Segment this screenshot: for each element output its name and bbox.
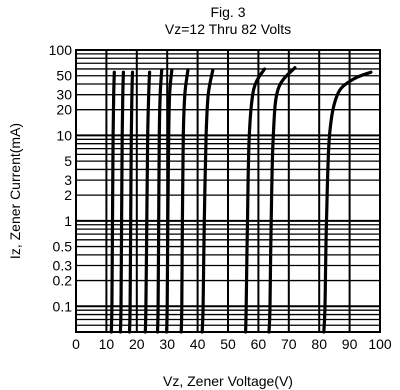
y-tick-label: 1 [64, 213, 72, 229]
x-tick-label: 90 [342, 336, 358, 352]
x-tick-label: 20 [129, 336, 145, 352]
y-tick-label: 3 [64, 172, 72, 188]
y-tick-label: 50 [56, 68, 72, 84]
zener-curve-9 [244, 67, 267, 334]
y-tick-label: 5 [64, 153, 72, 169]
x-tick-label: 30 [159, 336, 175, 352]
y-tick-label: 0.3 [53, 258, 73, 274]
x-tick-label: 80 [311, 336, 327, 352]
zener-curves [109, 66, 373, 334]
zener-curve-2 [118, 70, 125, 334]
y-tick-label: 100 [49, 42, 73, 58]
x-tick-label: 0 [72, 336, 80, 352]
x-axis-tick-labels: 0 10 20 30 40 50 60 70 80 90 100 [72, 336, 392, 352]
grid-lines [76, 50, 380, 332]
x-tick-label: 60 [251, 336, 267, 352]
y-tick-label: 0.2 [53, 273, 73, 289]
zener-curve-5 [155, 68, 164, 334]
y-tick-label: 20 [56, 102, 72, 118]
x-tick-label: 50 [220, 336, 236, 352]
y-tick-label: 10 [56, 127, 72, 143]
zener-curve-11 [322, 70, 373, 334]
y-tick-label: 30 [56, 87, 72, 103]
zener-curve-10 [267, 66, 297, 334]
zener-curve-8 [200, 68, 215, 334]
y-tick-label: 2 [64, 187, 72, 203]
chart-title: Fig. 3 [210, 4, 245, 20]
x-axis-label: Vz, Zener Voltage(V) [163, 373, 293, 389]
zener-curve-4 [143, 70, 152, 334]
chart-subtitle: Vz=12 Thru 82 Volts [165, 21, 291, 37]
x-tick-label: 70 [281, 336, 297, 352]
y-axis-label: Iz, Zener Current(mA) [7, 123, 23, 259]
plot-frame [75, 49, 381, 333]
zener-curve-3 [127, 70, 135, 334]
zener-curve-6 [165, 68, 174, 334]
y-tick-label: 0.1 [53, 298, 73, 314]
x-tick-label: 40 [190, 336, 206, 352]
y-tick-label: 0.5 [53, 239, 73, 255]
zener-curve-7 [179, 68, 190, 334]
zener-curve-1 [109, 70, 116, 334]
x-tick-label: 100 [368, 336, 392, 352]
x-tick-label: 10 [99, 336, 115, 352]
